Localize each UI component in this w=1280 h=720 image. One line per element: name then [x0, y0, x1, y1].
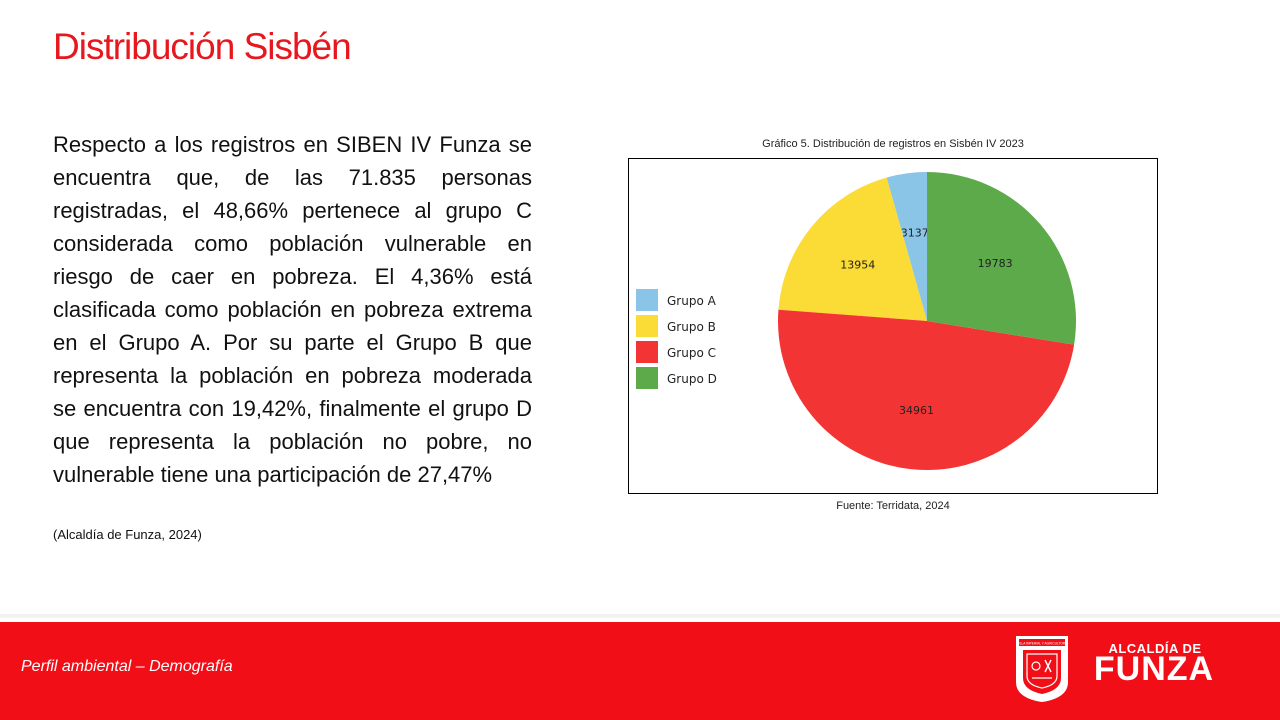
pie-data-label: 3137 — [901, 226, 929, 239]
footer-bar: Perfil ambiental – Demografía VILLA IMPE… — [0, 622, 1280, 720]
legend-swatch — [636, 315, 658, 337]
legend-label: Grupo D — [667, 372, 717, 386]
slide-title: Distribución Sisbén — [53, 26, 352, 67]
legend-label: Grupo B — [667, 320, 716, 334]
footer-label: Perfil ambiental – Demografía — [21, 658, 233, 675]
body-paragraph: Respecto a los registros en SIBEN IV Fun… — [53, 132, 532, 487]
chart-frame: 3137 13954 34961 19783 Grupo A Grupo B Grupo C… — [628, 158, 1158, 494]
citation: (Alcaldía de Funza, 2024) — [53, 527, 202, 542]
chart-caption: Gráfico 5. Distribución de registros en … — [762, 138, 1024, 150]
legend-swatch — [636, 367, 658, 389]
seal-motto: VILLA IMPERIAL Y AGRICULTORA — [1017, 642, 1068, 646]
legend-swatch — [636, 341, 658, 363]
footer-divider — [0, 614, 1280, 618]
brand-alcaldia: ALCALDÍA DE — [1108, 641, 1202, 656]
pie-chart: 3137 13954 34961 19783 Grupo A Grupo B Grupo C… — [636, 172, 1077, 471]
pie-slice-grupo-b — [778, 177, 927, 321]
brand-funza: FUNZA — [1093, 650, 1215, 688]
legend-swatch — [636, 289, 658, 311]
pie-slice-grupo-a — [886, 172, 927, 321]
pie-slice-grupo-c — [777, 309, 1075, 471]
legend-label: Grupo A — [667, 294, 717, 308]
pie-data-label: 13954 — [840, 258, 875, 271]
pie-data-label: 34961 — [899, 404, 934, 417]
chart-source: Fuente: Terridata, 2024 — [836, 500, 950, 512]
funza-seal-logo: VILLA IMPERIAL Y AGRICULTORA — [1016, 636, 1068, 702]
legend-label: Grupo C — [667, 346, 716, 360]
pie-slice-grupo-d — [927, 172, 1077, 345]
pie-data-label: 19783 — [978, 257, 1013, 270]
